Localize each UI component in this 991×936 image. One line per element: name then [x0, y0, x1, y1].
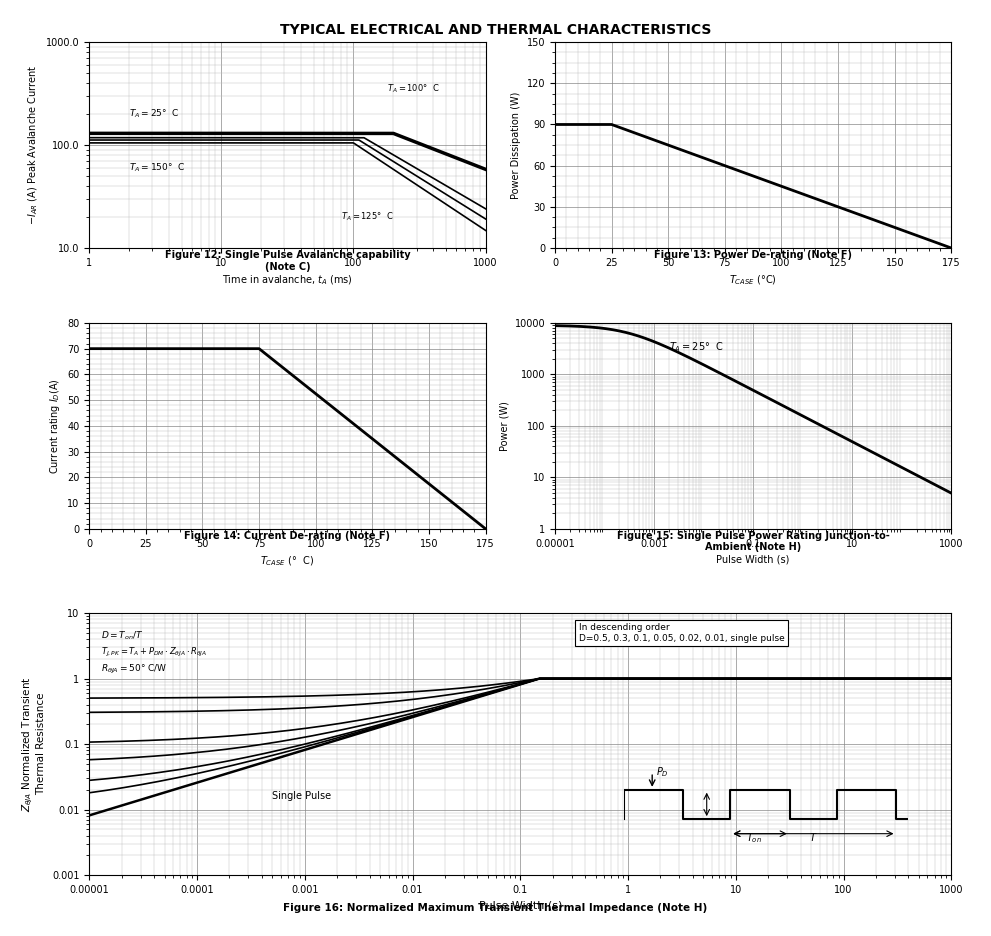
- Text: Figure 15: Single Pulse Power Rating Junction-to-
Ambient (Note H): Figure 15: Single Pulse Power Rating Jun…: [616, 531, 890, 552]
- Text: $T_A=25°$  C: $T_A=25°$ C: [669, 340, 723, 354]
- Text: Figure 12: Single Pulse Avalanche capability
(Note C): Figure 12: Single Pulse Avalanche capabi…: [165, 250, 410, 271]
- X-axis label: Pulse Width (s): Pulse Width (s): [479, 900, 562, 911]
- Text: Figure 16: Normalized Maximum Transient Thermal Impedance (Note H): Figure 16: Normalized Maximum Transient …: [283, 902, 708, 913]
- X-axis label: Pulse Width (s): Pulse Width (s): [716, 554, 790, 564]
- Text: Figure 14: Current De-rating (Note F): Figure 14: Current De-rating (Note F): [184, 531, 390, 541]
- Text: $T_A=125°$  C: $T_A=125°$ C: [341, 211, 393, 224]
- Y-axis label: $-I_{AR}$ (A) Peak Avalanche Current: $-I_{AR}$ (A) Peak Avalanche Current: [27, 65, 41, 226]
- Y-axis label: Power (W): Power (W): [499, 401, 509, 451]
- Text: $T_A=150°$  C: $T_A=150°$ C: [129, 162, 185, 174]
- Text: TYPICAL ELECTRICAL AND THERMAL CHARACTERISTICS: TYPICAL ELECTRICAL AND THERMAL CHARACTER…: [279, 23, 712, 37]
- Text: $D=T_{on}/T$: $D=T_{on}/T$: [101, 630, 144, 642]
- X-axis label: Time in avalanche, $t_A$ (ms): Time in avalanche, $t_A$ (ms): [222, 273, 353, 287]
- Text: $T_A=25°$  C: $T_A=25°$ C: [129, 108, 179, 121]
- Text: $R_{\theta JA}=50°$ C/W: $R_{\theta JA}=50°$ C/W: [101, 663, 167, 676]
- Y-axis label: Current rating $I_D$(A): Current rating $I_D$(A): [48, 378, 61, 474]
- Text: $T_{J,PK}=T_A+P_{DM} \cdot Z_{\theta JA} \cdot R_{\theta JA}$: $T_{J,PK}=T_A+P_{DM} \cdot Z_{\theta JA}…: [101, 646, 208, 659]
- Y-axis label: Power Dissipation (W): Power Dissipation (W): [511, 92, 521, 198]
- X-axis label: $T_{CASE}$ (°C): $T_{CASE}$ (°C): [729, 273, 777, 287]
- Text: Single Pulse: Single Pulse: [273, 791, 331, 801]
- Text: In descending order
D=0.5, 0.3, 0.1, 0.05, 0.02, 0.01, single pulse: In descending order D=0.5, 0.3, 0.1, 0.0…: [579, 623, 785, 643]
- Text: $T_A=100°$  C: $T_A=100°$ C: [387, 82, 440, 95]
- Y-axis label: $Z_{\theta JA}$ Normalized Transient
Thermal Resistance: $Z_{\theta JA}$ Normalized Transient The…: [21, 677, 47, 812]
- X-axis label: $T_{CASE}$ (°  C): $T_{CASE}$ (° C): [261, 554, 314, 568]
- Text: Figure 13: Power De-rating (Note F): Figure 13: Power De-rating (Note F): [654, 250, 852, 260]
